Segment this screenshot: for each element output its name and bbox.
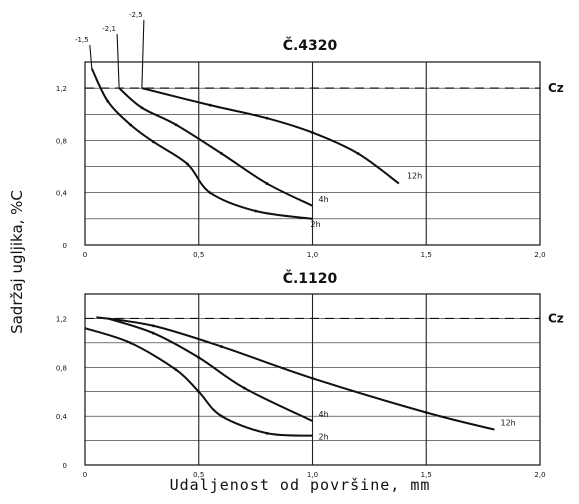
data-point-12h xyxy=(151,324,155,328)
chart-title: Č.1120 xyxy=(283,269,338,287)
data-point-12h xyxy=(424,411,428,414)
y-tick-label: 0 xyxy=(63,242,67,250)
series-label-12h: 12h xyxy=(501,419,516,428)
data-point-12h xyxy=(356,152,360,155)
data-point-4h xyxy=(151,331,155,335)
series-line-2h xyxy=(90,68,313,220)
y-axis-label: Sadržaj ugljika, %C xyxy=(8,190,26,334)
y-tick-label: 0,8 xyxy=(56,364,67,372)
y-tick-label: 0 xyxy=(63,462,67,470)
data-point-2h xyxy=(208,191,212,195)
annotation-leader-line xyxy=(141,19,145,89)
y-tick-label: 1,2 xyxy=(56,315,67,323)
annotation-label: -1,5 xyxy=(75,36,89,44)
data-point-12h xyxy=(208,103,212,107)
data-point-12h xyxy=(311,131,314,134)
data-point-12h xyxy=(311,376,314,380)
x-tick-label: 1,0 xyxy=(307,471,318,479)
reference-line-label: Cz xyxy=(548,311,564,325)
y-tick-label: 0,8 xyxy=(56,137,67,145)
x-tick-label: 0,5 xyxy=(193,471,204,479)
chart-panel-c1120: 0 0,5 1,0 1,5 2,0 0 0,4 0,8 1,2 Cz Č.1120 12h 4h 2h xyxy=(56,269,564,479)
data-point-2h xyxy=(106,99,110,103)
data-point-2h xyxy=(220,414,223,418)
x-tick-label: 0,5 xyxy=(193,251,204,259)
y-tick-label: 0,4 xyxy=(56,413,68,421)
data-point-2h xyxy=(174,368,178,372)
data-point-4h xyxy=(220,152,223,155)
series-label-2h: 2h xyxy=(311,220,321,229)
data-point-2h xyxy=(197,390,201,394)
series-label-4h: 4h xyxy=(319,410,329,419)
y-tick-label: 1,2 xyxy=(56,85,67,93)
data-point-2h xyxy=(254,209,258,213)
reference-line-label: Cz xyxy=(548,81,564,95)
data-point-2h xyxy=(185,162,189,166)
x-tick-label: 0 xyxy=(83,251,87,259)
x-tick-label: 1,0 xyxy=(307,251,318,259)
chart-title: Č.4320 xyxy=(283,36,338,54)
x-tick-label: 2,0 xyxy=(534,471,545,479)
data-point-2h xyxy=(129,341,132,345)
series-label-4h: 4h xyxy=(319,195,329,204)
data-point-4h xyxy=(242,386,246,390)
data-point-2h xyxy=(265,431,269,435)
data-point-2h xyxy=(129,123,132,127)
series-line-12h xyxy=(141,87,400,185)
x-axis-label: Udaljenost od površine, mm xyxy=(170,476,431,494)
annotation-label: -2,5 xyxy=(129,11,143,19)
data-point-4h xyxy=(140,106,144,110)
data-point-12h xyxy=(265,116,269,120)
x-tick-label: 1,5 xyxy=(421,471,432,479)
annotation-leader-line xyxy=(89,44,93,69)
x-tick-label: 0 xyxy=(83,471,87,479)
series-label-2h: 2h xyxy=(319,433,329,442)
series-line-4h xyxy=(118,87,313,207)
annotation-label: -2,1 xyxy=(102,25,116,33)
y-tick-label: 0,4 xyxy=(56,190,68,198)
data-point-4h xyxy=(265,182,269,185)
data-point-12h xyxy=(220,345,223,348)
x-tick-label: 1,5 xyxy=(421,251,432,259)
annotation-leader-line xyxy=(116,33,120,89)
series-label-12h: 12h xyxy=(407,172,422,181)
data-point-4h xyxy=(197,356,201,359)
x-tick-label: 2,0 xyxy=(534,251,545,259)
data-point-4h xyxy=(174,123,178,127)
data-point-2h xyxy=(151,140,155,144)
chart-panel-c4320: 0 0,5 1,0 1,5 2,0 0 0,4 0,8 1,2 Cz Č.4320 12h 4h 2h -1… xyxy=(56,11,564,259)
